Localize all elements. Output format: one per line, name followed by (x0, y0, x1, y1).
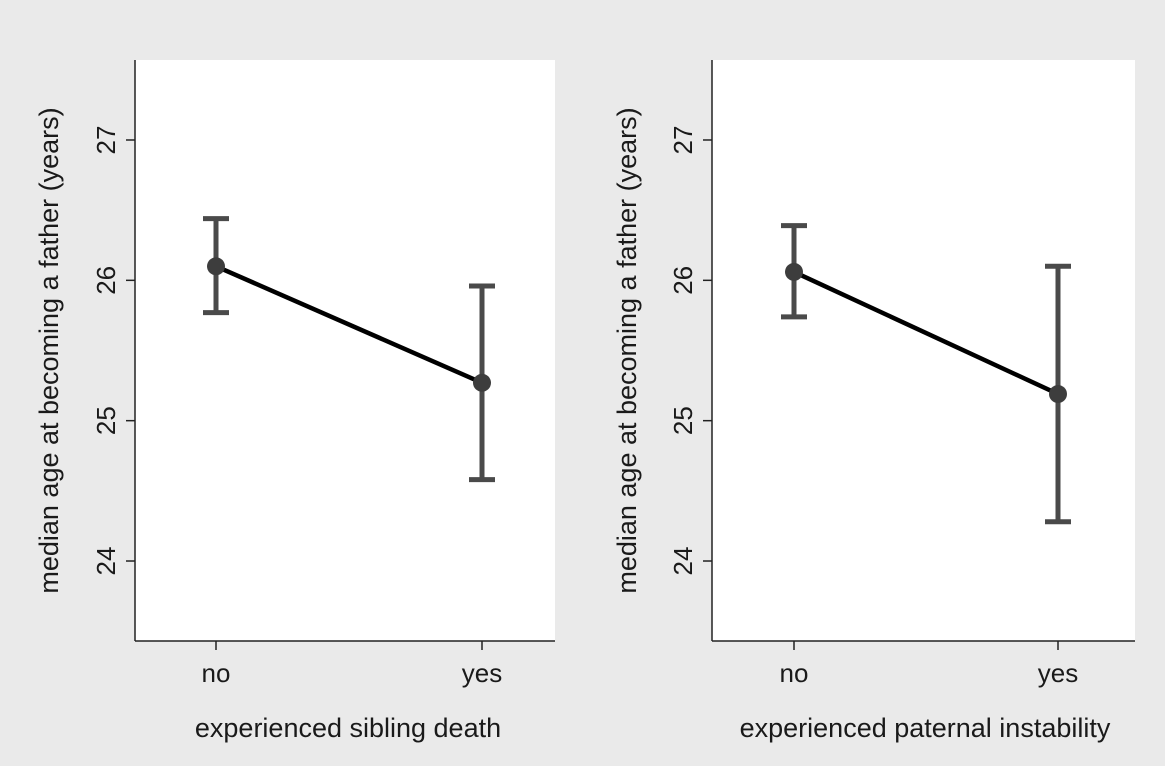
series-line (215, 264, 483, 385)
y-tick-label: 24 (668, 547, 698, 576)
chart-panel-paternal-instability: 24 25 26 27 no yes median age at becoming a fa… (612, 60, 1135, 743)
y-axis-title: median age at becoming a father (years) (34, 107, 64, 593)
x-tick-label-yes: yes (462, 658, 502, 688)
y-tick-label: 26 (668, 266, 698, 295)
y-tick-label: 25 (668, 406, 698, 435)
y-tick-label: 27 (91, 126, 121, 155)
x-tick-label-no: no (780, 658, 809, 688)
series-line (793, 269, 1059, 397)
x-tick-label-no: no (202, 658, 231, 688)
data-point-no (207, 257, 225, 276)
y-tick-label: 26 (91, 266, 121, 295)
data-point-yes (473, 373, 491, 392)
plot-area (712, 60, 1135, 641)
x-axis-title: experienced paternal instability (740, 713, 1111, 743)
plot-area (135, 60, 555, 641)
y-tick-label: 24 (91, 547, 121, 576)
data-point-no (785, 262, 803, 281)
x-axis-title: experienced sibling death (195, 713, 501, 743)
y-axis-title: median age at becoming a father (years) (612, 107, 642, 593)
data-point-yes (1049, 385, 1067, 404)
y-tick-label: 27 (668, 126, 698, 155)
y-tick-label: 25 (91, 406, 121, 435)
chart-panel-sibling-death: 24 25 26 27 no yes median age at becoming a fa… (34, 60, 555, 743)
x-tick-label-yes: yes (1038, 658, 1078, 688)
